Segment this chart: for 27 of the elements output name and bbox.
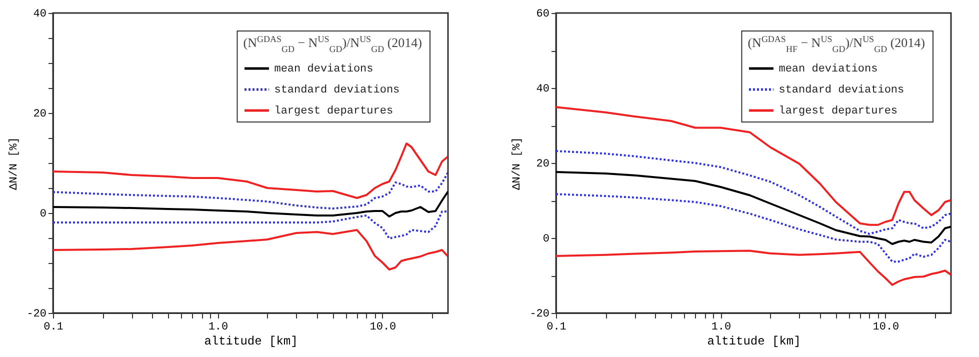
legend-label: largest departures (778, 106, 898, 118)
text: (N$^{GDAS}$$_{HF}$ − N$^{US}$$_{GD}$)/N$^{US}$$_{GD}$ (2014) (748, 34, 925, 54)
y-axis-title: ΔN/N [%] (512, 137, 524, 190)
legend-label: standard deviations (274, 84, 400, 96)
text: (N$^{GDAS}$$_{GD}$ − N$^{US}$$_{GD}$)/N$^{US}$$_{GD}$ (2014) (243, 34, 422, 54)
y-tick-label: 0 (542, 234, 550, 246)
y-axis-title: ΔN/N [%] (8, 137, 21, 190)
y-tick-label: -20 (530, 308, 550, 320)
legend-label: mean deviations (778, 64, 878, 76)
legend-label: mean deviations (274, 64, 374, 76)
y-tick-label: 0 (40, 208, 46, 220)
y-tick-label: 60 (536, 8, 550, 20)
x-tick-label: 1.0 (208, 322, 228, 334)
x-tick-label: 1.0 (711, 322, 732, 334)
legend-label: standard deviations (778, 84, 904, 96)
x-tick-label: 10.0 (370, 322, 396, 334)
legend-label: largest departures (274, 106, 394, 118)
y-tick-label: 40 (33, 8, 46, 20)
x-tick-label: 0.1 (44, 322, 64, 334)
x-axis-title: altitude [km] (707, 334, 801, 348)
x-tick-label: 10.0 (872, 322, 900, 334)
y-tick-label: 40 (536, 84, 550, 96)
y-tick-label: 20 (536, 158, 550, 170)
x-axis-title: altitude [km] (204, 334, 298, 348)
y-tick-label: -20 (26, 308, 46, 320)
y-tick-label: 20 (33, 108, 46, 120)
x-tick-label: 0.1 (546, 322, 567, 334)
